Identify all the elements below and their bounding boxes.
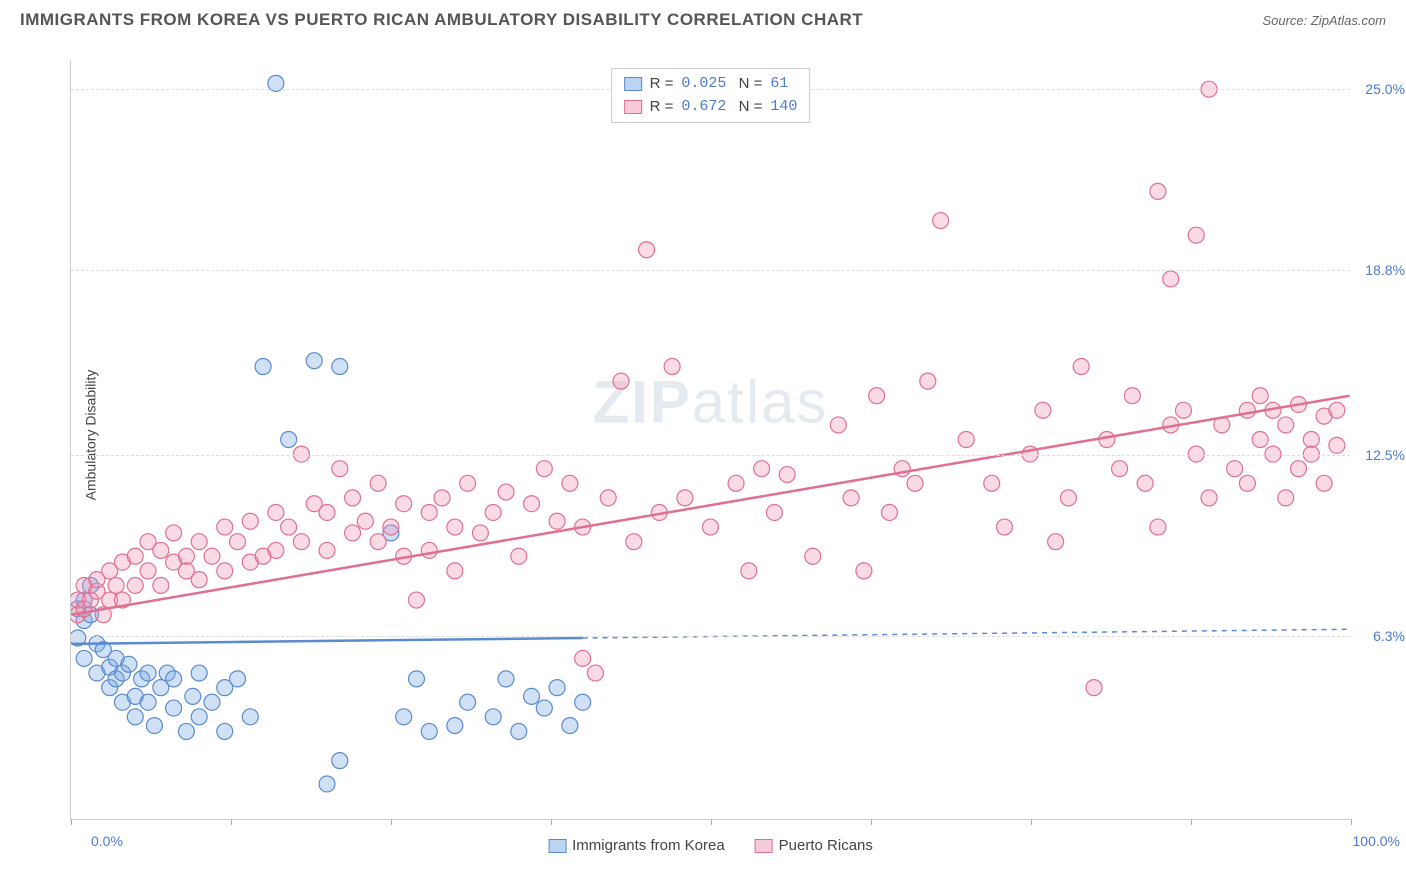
x-max-label: 100.0% <box>1353 833 1400 849</box>
chart-title: IMMIGRANTS FROM KOREA VS PUERTO RICAN AM… <box>20 10 863 30</box>
gridline <box>71 636 1350 637</box>
legend-row-pr: R = 0.672 N = 140 <box>624 96 798 119</box>
swatch-blue-icon <box>548 839 566 853</box>
x-tick <box>391 819 392 825</box>
x-tick <box>71 819 72 825</box>
legend-row-korea: R = 0.025 N = 61 <box>624 73 798 96</box>
y-tick-label: 25.0% <box>1365 81 1405 97</box>
gridline <box>71 455 1350 456</box>
swatch-pink-icon <box>624 100 642 114</box>
x-tick <box>1351 819 1352 825</box>
x-tick <box>1191 819 1192 825</box>
chart-header: IMMIGRANTS FROM KOREA VS PUERTO RICAN AM… <box>0 0 1406 35</box>
series-legend: Immigrants from Korea Puerto Ricans <box>548 837 873 854</box>
correlation-legend: R = 0.025 N = 61 R = 0.672 N = 140 <box>611 68 811 123</box>
x-tick <box>871 819 872 825</box>
watermark: ZIPatlas <box>592 367 828 436</box>
x-tick <box>711 819 712 825</box>
source-attribution: Source: ZipAtlas.com <box>1262 13 1386 28</box>
chart-container: Ambulatory Disability ZIPatlas R = 0.025… <box>50 50 1350 820</box>
swatch-blue-icon <box>624 77 642 91</box>
legend-item-pr: Puerto Ricans <box>755 837 873 854</box>
scatter-plot <box>71 60 1350 819</box>
x-min-label: 0.0% <box>91 833 123 849</box>
plot-area: ZIPatlas R = 0.025 N = 61 R = 0.672 N = … <box>70 60 1350 820</box>
y-tick-label: 12.5% <box>1365 447 1405 463</box>
y-tick-label: 18.8% <box>1365 262 1405 278</box>
x-tick <box>1031 819 1032 825</box>
y-tick-label: 6.3% <box>1373 628 1405 644</box>
gridline <box>71 270 1350 271</box>
swatch-pink-icon <box>755 839 773 853</box>
legend-item-korea: Immigrants from Korea <box>548 837 725 854</box>
x-tick <box>551 819 552 825</box>
x-tick <box>231 819 232 825</box>
